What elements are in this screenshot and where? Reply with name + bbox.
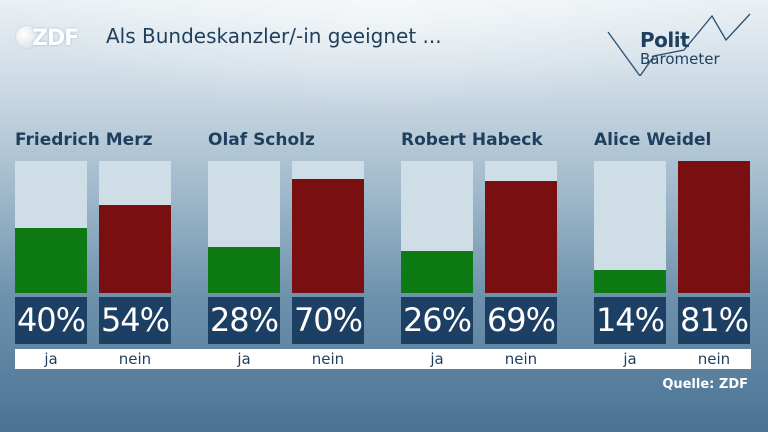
candidate-group: Friedrich Merz 40% ja 54% nein (15, 130, 171, 370)
zdf-logo-text: ZDF (32, 26, 79, 51)
bar-track-nein (292, 161, 364, 293)
politbarometer-line-icon (607, 13, 751, 76)
bar-track-nein (99, 161, 171, 293)
bar-track-ja (208, 161, 280, 293)
series-label-nein: nein (678, 349, 750, 369)
bar-ja (208, 247, 280, 293)
zdf-logo-circle-icon (16, 26, 38, 48)
candidate-name: Olaf Scholz (208, 130, 315, 150)
series-label-nein: nein (292, 349, 364, 369)
bar-nein (292, 179, 364, 293)
politbarometer-word-polit: Polit (640, 28, 690, 52)
politbarometer-word-barometer: Barometer (640, 50, 720, 68)
value-label-ja: 28% (208, 297, 280, 344)
chart-title: Als Bundeskanzler/-in geeignet ... (106, 24, 442, 48)
value-label-nein: 69% (485, 297, 557, 344)
source-note: Quelle: ZDF (662, 377, 748, 392)
label-strip (15, 349, 751, 369)
bar-ja (594, 270, 666, 293)
bar-nein (485, 181, 557, 293)
bar-nein (99, 205, 171, 293)
bar-nein (678, 161, 750, 293)
candidate-name: Friedrich Merz (15, 130, 153, 150)
bar-ja (15, 228, 87, 293)
candidate-name: Alice Weidel (594, 130, 712, 150)
series-label-ja: ja (208, 349, 280, 369)
bar-track-ja (594, 161, 666, 293)
bar-track-ja (15, 161, 87, 293)
value-label-nein: 70% (292, 297, 364, 344)
series-label-ja: ja (594, 349, 666, 369)
series-label-nein: nein (485, 349, 557, 369)
candidate-group: Robert Habeck 26% ja 69% nein (401, 130, 557, 370)
politbarometer-logo: Polit Barometer (600, 10, 760, 76)
zdf-logo: ZDF (16, 24, 82, 52)
series-label-ja: ja (401, 349, 473, 369)
bar-ja (401, 251, 473, 293)
candidate-group: Alice Weidel 14% ja 81% nein (594, 130, 750, 370)
candidate-group: Olaf Scholz 28% ja 70% nein (208, 130, 364, 370)
bar-track-ja (401, 161, 473, 293)
value-label-ja: 14% (594, 297, 666, 344)
candidate-name: Robert Habeck (401, 130, 543, 150)
value-label-nein: 81% (678, 297, 750, 344)
series-label-nein: nein (99, 349, 171, 369)
value-label-ja: 40% (15, 297, 87, 344)
bar-track-nein (678, 161, 750, 293)
bar-track-nein (485, 161, 557, 293)
value-label-nein: 54% (99, 297, 171, 344)
series-label-ja: ja (15, 349, 87, 369)
value-label-ja: 26% (401, 297, 473, 344)
